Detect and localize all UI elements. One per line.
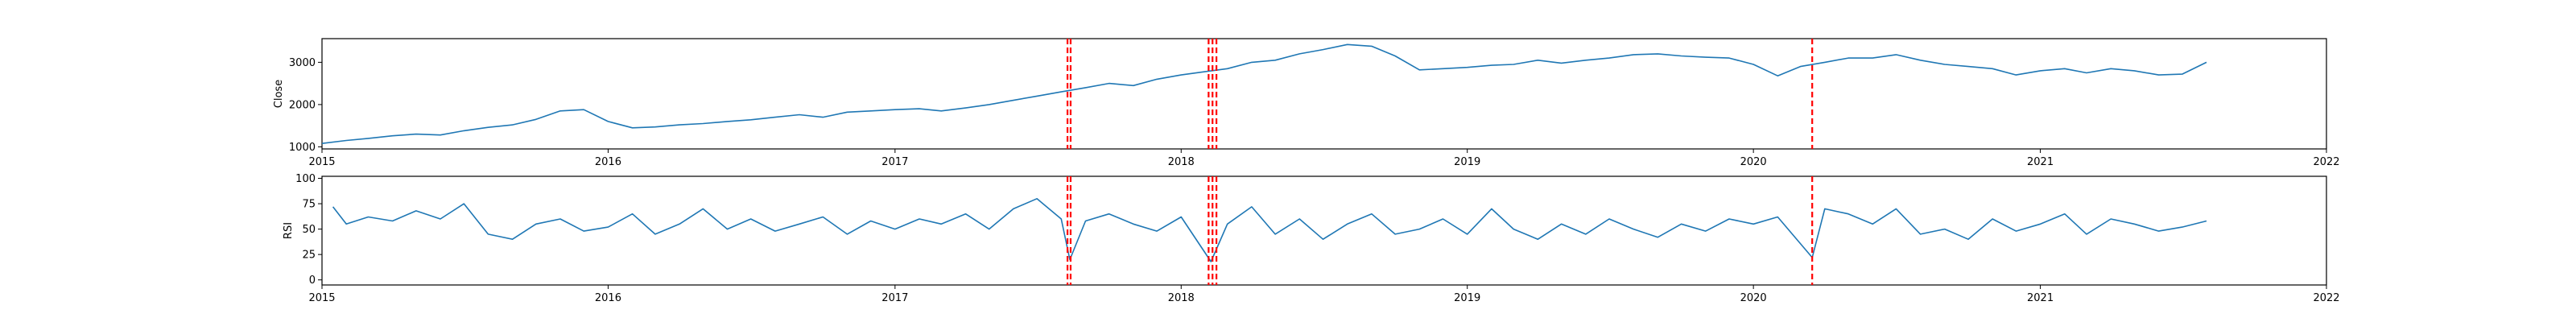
close-price-panel: 2015 2016 2017 2018 2019 2020 2021 2022 1000 200… <box>273 38 2340 168</box>
x-tick-label-2016: 2016 <box>595 156 621 168</box>
rsi-axes-frame <box>321 175 2327 286</box>
x-tick-label-2021: 2021 <box>2027 156 2054 168</box>
y-tick-label-75: 75 <box>302 199 316 211</box>
x-tick-label-2017: 2017 <box>881 156 908 168</box>
rsi-x-ticks: 2015 2016 2017 2018 2019 2020 2021 2022 <box>308 285 2340 304</box>
close-event-lines <box>1066 39 1814 149</box>
y-tick-label-1000: 1000 <box>289 142 316 154</box>
rsi-line-series-0 <box>332 198 2207 262</box>
x-tick-label-2019: 2019 <box>1454 292 1480 304</box>
rsi-series-group <box>332 198 2207 262</box>
x-tick-label-2016: 2016 <box>595 292 621 304</box>
y-tick-label-100: 100 <box>295 173 316 185</box>
y-tick-label-2000: 2000 <box>289 99 316 111</box>
y-tick-label-25: 25 <box>302 250 316 262</box>
rsi-y-axis-label: RSI <box>283 222 295 239</box>
close-series-group <box>321 43 2207 144</box>
x-tick-label-2022: 2022 <box>2313 156 2339 168</box>
x-tick-label-2019: 2019 <box>1454 156 1480 168</box>
close-x-ticks: 2015 2016 2017 2018 2019 2020 2021 2022 <box>308 149 2340 168</box>
y-tick-label-50: 50 <box>302 224 316 236</box>
x-tick-label-2020: 2020 <box>1740 292 1767 304</box>
rsi-event-lines <box>1066 176 1814 285</box>
close-axes-frame <box>321 38 2327 150</box>
x-tick-label-2017: 2017 <box>881 292 908 304</box>
x-tick-label-2018: 2018 <box>1168 156 1195 168</box>
x-tick-label-2021: 2021 <box>2027 292 2054 304</box>
rsi-y-ticks: 0 25 50 75 100 <box>295 173 322 287</box>
x-tick-label-2022: 2022 <box>2313 292 2339 304</box>
x-tick-label-2015: 2015 <box>308 292 335 304</box>
y-tick-label-0: 0 <box>309 275 316 287</box>
close-y-axis-label: Close <box>273 80 285 108</box>
y-tick-label-3000: 3000 <box>289 57 316 69</box>
close-y-ticks: 1000 2000 3000 <box>289 57 322 154</box>
close-line-series-0 <box>321 43 2207 144</box>
x-tick-label-2018: 2018 <box>1168 292 1195 304</box>
rsi-panel: 2015 2016 2017 2018 2019 2020 2021 2022 0 25 50 75… <box>283 173 2340 304</box>
x-tick-label-2015: 2015 <box>308 156 335 168</box>
x-tick-label-2020: 2020 <box>1740 156 1767 168</box>
